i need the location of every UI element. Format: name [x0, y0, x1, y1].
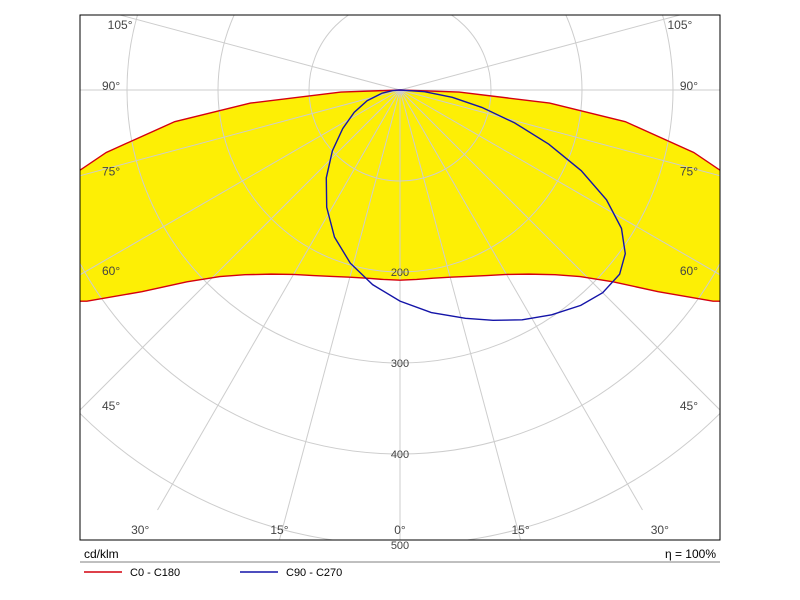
ring-label: 300: [391, 358, 409, 370]
angle-label-right: 30°: [651, 523, 669, 537]
unit-label: cd/klm: [84, 547, 119, 561]
angle-label-right: 105°: [667, 18, 692, 32]
ring-label: 200: [391, 267, 409, 279]
angle-label-right: 75°: [680, 165, 698, 179]
angle-label-left: 30°: [131, 523, 149, 537]
angle-label-left: 45°: [102, 399, 120, 413]
angle-label-right: 90°: [680, 79, 698, 93]
angle-label-left: 90°: [102, 79, 120, 93]
angle-label-right: 60°: [680, 264, 698, 278]
efficiency-label: η = 100%: [665, 547, 716, 561]
ring-label: 400: [391, 449, 409, 461]
legend-label: C0 - C180: [130, 567, 180, 579]
polar-chart-container: 200 300 400 500 0° 105° 105° 90° 90° 75° 75° 60° 60°…: [0, 0, 800, 600]
angle-label-left: 60°: [102, 264, 120, 278]
polar-chart-svg: 200 300 400 500 0° 105° 105° 90° 90° 75° 75° 60° 60°…: [0, 0, 800, 600]
angle-label-left: 105°: [108, 18, 133, 32]
angle-label-center: 0°: [394, 523, 406, 537]
angle-label-left: 75°: [102, 165, 120, 179]
angle-label-left: 15°: [270, 523, 288, 537]
angle-label-right: 45°: [680, 399, 698, 413]
ring-label: 500: [391, 540, 409, 552]
legend-label: C90 - C270: [286, 567, 342, 579]
angle-label-right: 15°: [511, 523, 529, 537]
